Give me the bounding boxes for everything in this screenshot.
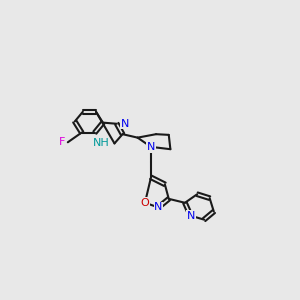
Text: F: F (59, 137, 65, 147)
Text: NH: NH (93, 138, 110, 148)
Text: N: N (147, 142, 155, 152)
Text: N: N (187, 211, 195, 221)
Text: O: O (141, 198, 149, 208)
Text: N: N (154, 202, 163, 212)
Text: N: N (121, 119, 129, 129)
